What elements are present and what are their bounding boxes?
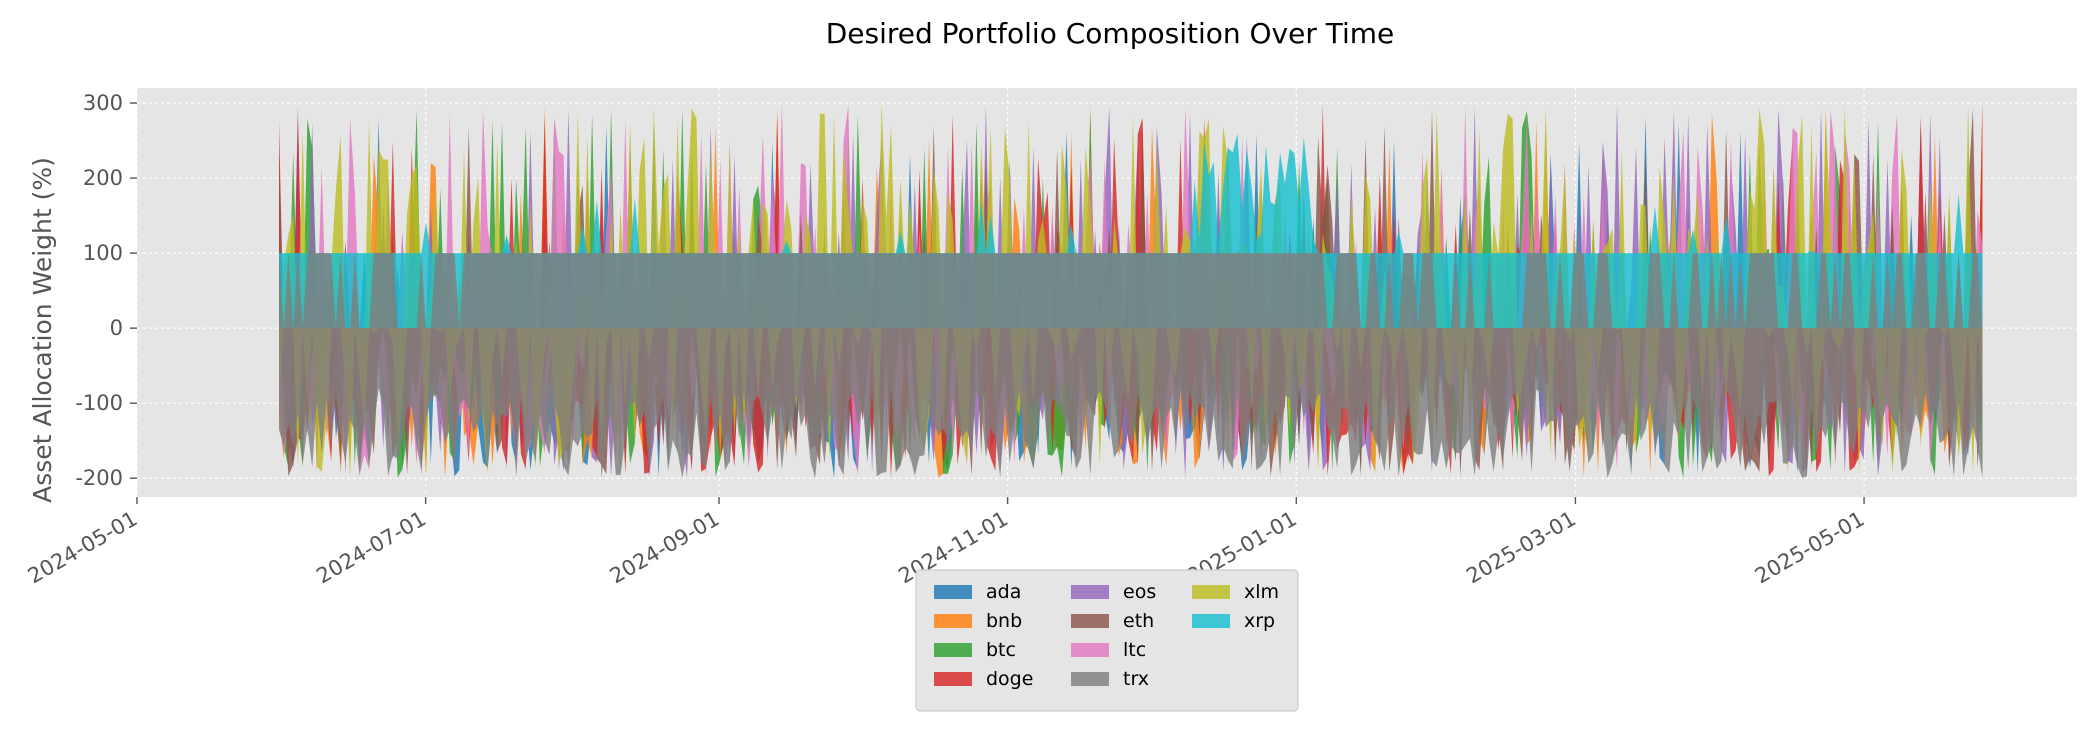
- series-area-trx: [279, 253, 1983, 479]
- legend-label-ltc: ltc: [1123, 639, 1146, 661]
- legend-swatch-xrp: [1192, 614, 1230, 628]
- legend-label-eos: eos: [1123, 581, 1156, 603]
- chart-title: Desired Portfolio Composition Over Time: [826, 17, 1395, 50]
- x-tick-label: 2024-05-01: [24, 507, 142, 589]
- legend-label-trx: trx: [1123, 668, 1149, 690]
- legend-label-xrp: xrp: [1244, 610, 1275, 632]
- plot-area: [136, 88, 2077, 497]
- x-tick-label: 2024-09-01: [606, 507, 724, 589]
- legend-label-eth: eth: [1123, 610, 1154, 632]
- legend-box: [915, 569, 1299, 712]
- legend-swatch-trx: [1071, 672, 1109, 686]
- y-tick-label: 300: [83, 91, 123, 115]
- legend-label-btc: btc: [986, 639, 1016, 661]
- x-tick-label: 2025-05-01: [1751, 507, 1869, 589]
- legend-swatch-ada: [934, 585, 972, 599]
- y-tick-label: -100: [75, 391, 123, 415]
- legend-swatch-eos: [1071, 585, 1109, 599]
- legend-swatch-ltc: [1071, 643, 1109, 657]
- y-tick-label: 100: [83, 241, 123, 265]
- legend-label-doge: doge: [986, 668, 1033, 690]
- y-axis-label: Asset Allocation Weight (%): [28, 157, 57, 503]
- legend-label-ada: ada: [986, 581, 1021, 603]
- x-tick-label: 2025-03-01: [1462, 507, 1580, 589]
- y-tick-label: -200: [75, 466, 123, 490]
- legend-label-xlm: xlm: [1244, 581, 1279, 603]
- x-tick-label: 2024-07-01: [312, 507, 430, 589]
- legend-swatch-doge: [934, 672, 972, 686]
- legend-swatch-bnb: [934, 614, 972, 628]
- legend-swatch-eth: [1071, 614, 1109, 628]
- y-tick-label: 0: [110, 316, 123, 340]
- legend-label-bnb: bnb: [986, 610, 1022, 632]
- legend: ada bnb btc doge eos eth ltc trx xlm xrp: [915, 569, 1299, 712]
- legend-swatch-btc: [934, 643, 972, 657]
- legend-swatch-xlm: [1192, 585, 1230, 599]
- y-tick-label: 200: [83, 166, 123, 190]
